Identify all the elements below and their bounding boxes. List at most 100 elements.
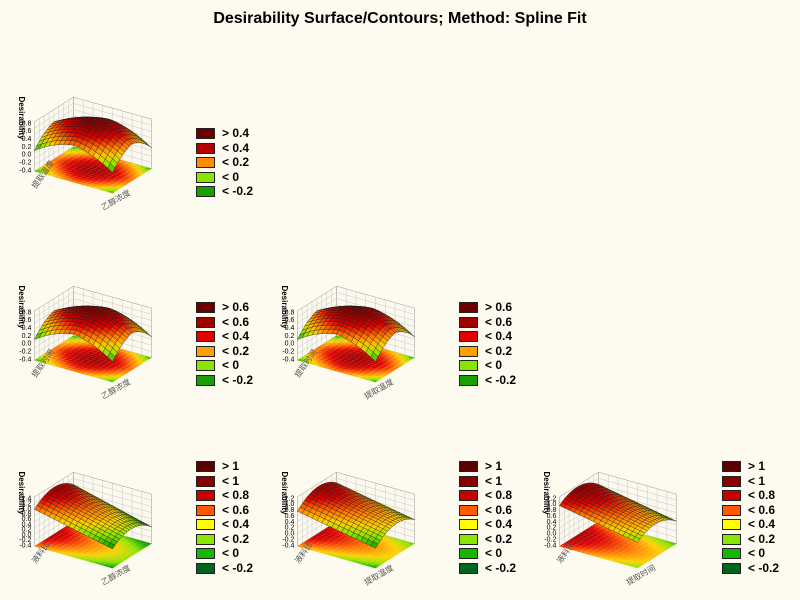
legend-swatch	[459, 360, 478, 371]
z-tick-label: 0.8	[547, 507, 557, 514]
legend-label: < 0	[748, 546, 766, 560]
legend-swatch	[459, 374, 478, 386]
legend-swatch	[459, 302, 478, 313]
legend-swatch	[459, 345, 478, 357]
legend-label: < 0.6	[748, 502, 776, 517]
z-tick-label: 0.4	[285, 519, 295, 526]
legend-label: < 0.4	[222, 329, 250, 343]
z-tick-label: -0.4	[282, 542, 294, 549]
legend-label: < 0.2	[222, 155, 250, 169]
z-tick-label: 0.4	[22, 136, 32, 143]
surface-panel-5: 1.2 1.0 0.8 0.6 0.4 0.2 0.0 -0.2 -0.4 Desirabilit…	[268, 433, 458, 587]
legend-label: < -0.2	[222, 184, 254, 198]
legend-swatch	[196, 548, 215, 559]
surface-plot: 0.80.60.40.20.0-0.2-0.4Desirability提取时间乙…	[17, 285, 152, 401]
axis-label-desirability: Desirability	[280, 285, 289, 329]
legend-label: < 0.2	[485, 531, 513, 546]
legend-label: < 1	[485, 473, 503, 488]
z-tick-label: 0.6	[22, 317, 32, 324]
legend-swatch	[722, 562, 741, 574]
z-tick-label: -0.2	[544, 536, 556, 543]
legend-label: < -0.2	[748, 560, 780, 575]
z-tick-label: -0.2	[282, 536, 294, 543]
legend-label: < -0.2	[485, 372, 517, 387]
z-tick-label: 0.8	[285, 507, 295, 514]
surface-panel-6: 1.2 1.0 0.8 0.6 0.4 0.2 0.0 -0.2 -0.4 Desirabilit…	[530, 433, 720, 587]
z-tick-label: 1.2	[285, 495, 295, 502]
z-tick-label: 1.4	[22, 495, 32, 502]
legend-swatch	[459, 533, 478, 545]
z-tick-label: 0.0	[285, 341, 295, 348]
legend-swatch	[196, 490, 215, 501]
legend-swatch	[196, 504, 215, 516]
surface-panel-3: 0.8 0.6 0.4 0.2 0.0 -0.2 -0.4 Desirability 提取时间提…	[268, 247, 458, 401]
legend-label: < 0	[222, 169, 240, 184]
z-tick-label: 1.2	[22, 501, 32, 508]
z-tick-label: 1.0	[22, 506, 32, 513]
z-tick-label: 0.4	[285, 325, 295, 332]
legend-label: < 0.4	[222, 517, 250, 531]
z-tick-label: 0.6	[285, 513, 295, 520]
z-tick-label: 0.0	[22, 532, 32, 539]
surface-plot: 1.41.21.00.80.60.40.20.0-0.2-0.4 Desirabi…	[17, 471, 152, 587]
z-tick-label: -0.4	[19, 356, 31, 363]
legend-label: < 0.6	[222, 502, 250, 517]
legend-label: < -0.2	[222, 372, 254, 387]
legend-swatch	[722, 461, 741, 472]
surface-plot: 1.21.00.80.60.40.20.0-0.2-0.4 Desirabilit…	[542, 471, 677, 587]
z-tick-label: 0.8	[22, 120, 32, 127]
axis-label-desirability: Desirability	[17, 285, 26, 329]
surface-plot: 1.21.00.80.60.40.20.0-0.2-0.4 Desirabilit…	[280, 471, 415, 587]
legend-label: < 0.4	[222, 140, 250, 155]
legend-label: < 1	[748, 473, 766, 488]
legend-label: > 1	[222, 459, 240, 473]
legend-swatch	[196, 171, 215, 183]
surface-plot: 0.80.60.40.20.0-0.2-0.4Desirability提取时间提…	[280, 285, 415, 401]
z-tick-label: -0.4	[19, 167, 31, 174]
legend-label: < 0.8	[748, 488, 776, 502]
surface-panel-1: 0.8 0.6 0.4 0.2 0.0 -0.2 -0.4 Desirability 提取温度乙…	[5, 58, 195, 212]
legend-label: < 0.6	[222, 314, 250, 329]
legend-label: < 0.4	[485, 517, 513, 531]
axis-label-desirability: Desirability	[542, 471, 551, 515]
z-tick-label: 0.2	[22, 527, 32, 534]
legend-swatch	[196, 533, 215, 545]
legend-label: < 0.2	[222, 531, 250, 546]
legend-swatch	[459, 316, 478, 328]
legend-label: < 0	[222, 546, 240, 560]
legend-label: < 0.2	[222, 343, 250, 358]
z-tick-label: 0.8	[22, 511, 32, 518]
z-tick-label: 0.2	[22, 333, 32, 340]
z-tick-label: -0.4	[282, 356, 294, 363]
surface-panel-4: 1.4 1.2 1.0 0.8 0.6 0.4 0.2 0.0 -0.2 -0.4 Desirabi…	[5, 433, 195, 587]
legend-swatch	[196, 519, 215, 530]
legend-swatch	[196, 461, 215, 472]
legend-swatch	[196, 374, 215, 386]
legend-swatch	[722, 490, 741, 501]
legend-label: < 0.8	[485, 488, 513, 502]
z-tick-label: 0.4	[22, 521, 32, 528]
legend-label: < 0.6	[485, 502, 513, 517]
legend-swatch	[722, 504, 741, 516]
z-tick-label: 1.0	[547, 501, 557, 508]
legend-swatch	[196, 345, 215, 357]
legend-label: < -0.2	[222, 560, 254, 575]
legend-label: < 0	[222, 358, 240, 372]
legend-label: < 0.6	[485, 314, 513, 329]
z-tick-label: 0.2	[285, 333, 295, 340]
legend-swatch	[459, 331, 478, 342]
z-tick-label: 0.8	[22, 309, 32, 316]
legend-swatch	[196, 360, 215, 371]
legend-swatch	[722, 475, 741, 487]
z-tick-label: 1.2	[547, 495, 557, 502]
legend-swatch	[722, 548, 741, 559]
z-tick-label: 0.6	[22, 516, 32, 523]
z-tick-label: 0.6	[285, 317, 295, 324]
legend-label: > 0.6	[485, 300, 513, 314]
z-tick-label: 0.0	[22, 152, 32, 159]
legend-label: < 0	[485, 358, 503, 372]
legend-swatch	[459, 504, 478, 516]
legend-label: > 0.6	[222, 300, 250, 314]
axis-label-desirability: Desirability	[17, 96, 26, 140]
legend-label: < 0.8	[222, 488, 250, 502]
